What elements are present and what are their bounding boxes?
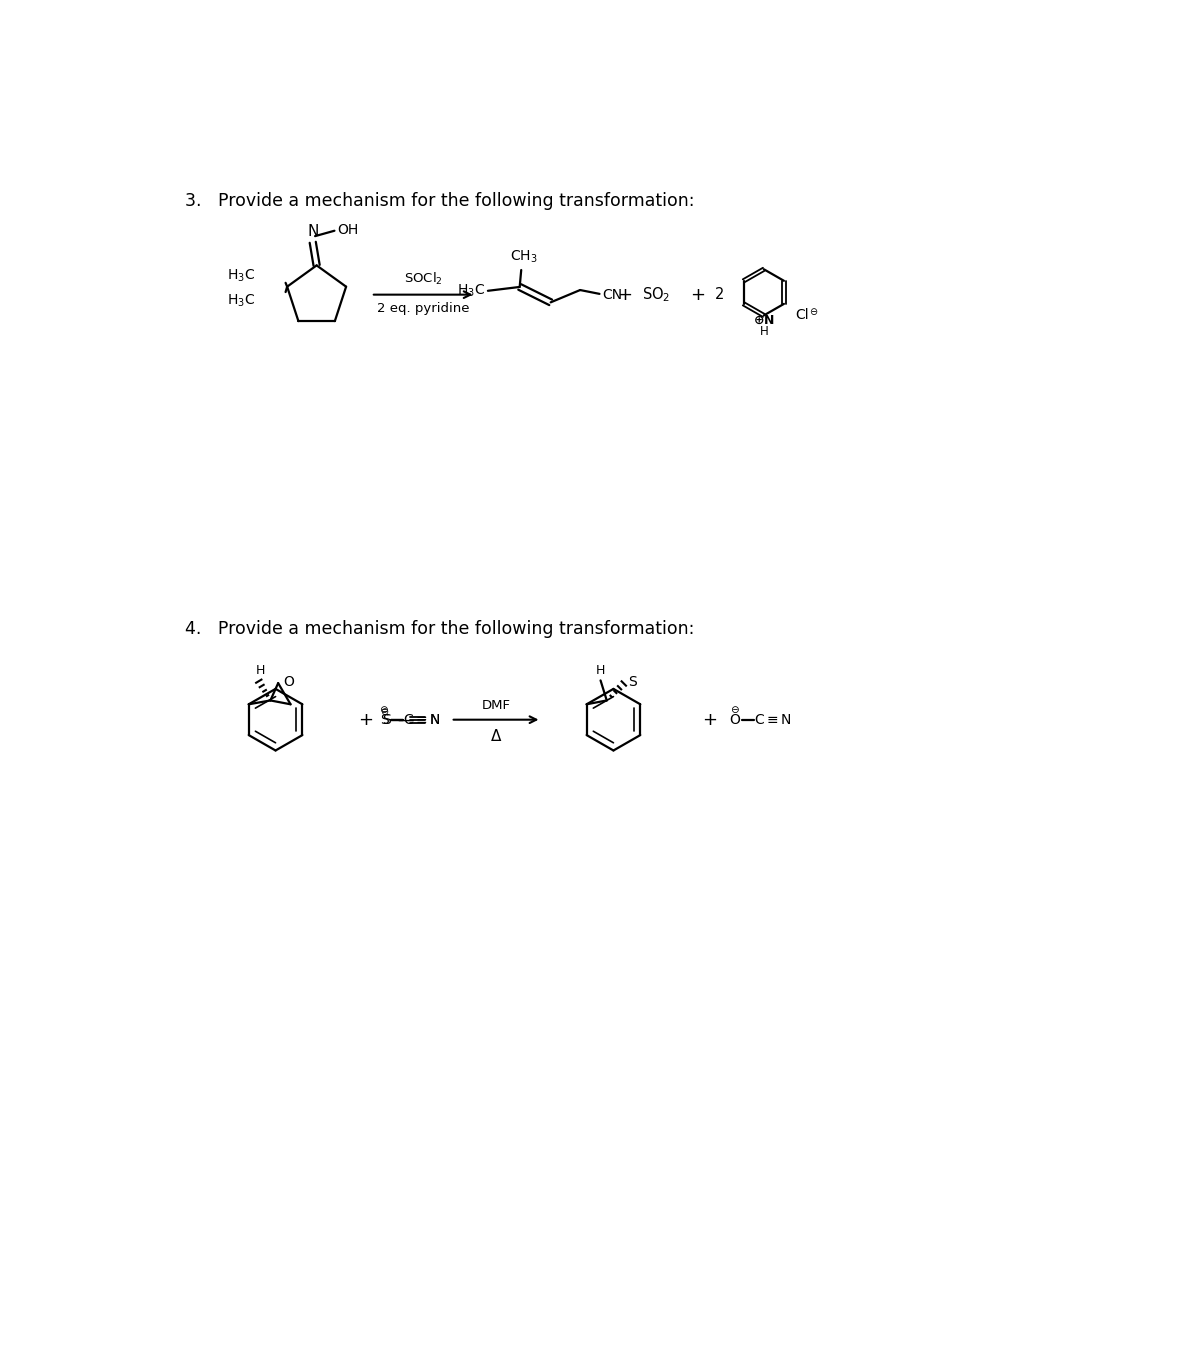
Text: Cl: Cl (794, 307, 809, 322)
Text: N: N (307, 225, 318, 239)
Text: $\mathregular{C{\equiv}N}$: $\mathregular{C{\equiv}N}$ (755, 713, 792, 727)
Text: $\mathregular{H_3C}$: $\mathregular{H_3C}$ (457, 282, 486, 299)
Text: S: S (382, 713, 391, 727)
Text: H: H (760, 325, 768, 339)
Text: CN: CN (602, 288, 622, 302)
Text: $\Delta$: $\Delta$ (490, 728, 502, 744)
Text: $\mathbf{\oplus}$N: $\mathbf{\oplus}$N (752, 314, 775, 328)
Text: +: + (702, 710, 718, 729)
Text: $\ominus$: $\ominus$ (379, 705, 389, 716)
Text: 2: 2 (715, 287, 725, 302)
Text: +: + (618, 285, 632, 303)
Text: +: + (358, 710, 373, 729)
Text: $\ominus$: $\ominus$ (731, 705, 740, 716)
Text: S: S (379, 713, 389, 727)
Text: $\mathregular{CH_3}$: $\mathregular{CH_3}$ (510, 250, 538, 266)
Text: H: H (256, 665, 265, 677)
Text: $\ominus$: $\ominus$ (380, 706, 390, 717)
Text: S: S (629, 675, 637, 690)
Text: $\mathregular{SOCl_2}$: $\mathregular{SOCl_2}$ (403, 271, 443, 287)
Text: O: O (730, 713, 740, 727)
Text: $\ominus$: $\ominus$ (809, 306, 818, 317)
Text: O: O (283, 676, 294, 690)
Text: $\mathregular{H_3C}$: $\mathregular{H_3C}$ (227, 267, 254, 284)
Text: N: N (430, 713, 440, 727)
Text: 3.   Provide a mechanism for the following transformation:: 3. Provide a mechanism for the following… (185, 192, 695, 210)
Text: +: + (690, 285, 706, 303)
Text: 2 eq. pyridine: 2 eq. pyridine (377, 303, 469, 315)
Text: $\mathregular{H_3C}$: $\mathregular{H_3C}$ (227, 292, 254, 308)
Text: H: H (596, 664, 605, 676)
Text: OH: OH (337, 223, 358, 237)
Text: 4.   Provide a mechanism for the following transformation:: 4. Provide a mechanism for the following… (185, 620, 695, 638)
Text: DMF: DMF (481, 699, 510, 712)
Text: $\mathregular{SO_2}$: $\mathregular{SO_2}$ (642, 285, 671, 304)
Text: $\mathregular{C{\equiv}N}$: $\mathregular{C{\equiv}N}$ (403, 713, 442, 727)
Text: —: — (397, 710, 414, 728)
